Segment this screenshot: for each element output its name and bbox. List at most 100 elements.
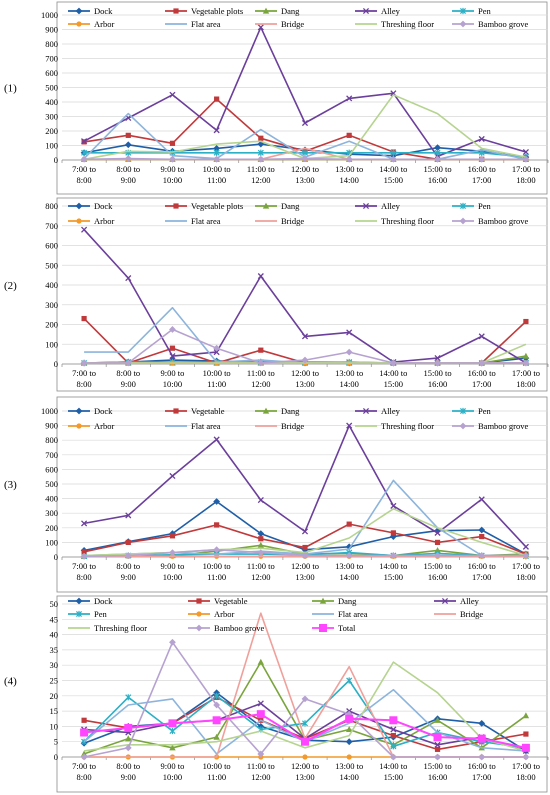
legend-marker bbox=[196, 598, 202, 604]
legend-marker bbox=[76, 21, 82, 27]
data-point bbox=[389, 359, 397, 367]
y-tick-label: 100 bbox=[45, 141, 58, 151]
legend-marker bbox=[75, 202, 83, 210]
data-point bbox=[257, 155, 265, 163]
data-point bbox=[390, 502, 397, 509]
data-point bbox=[346, 754, 352, 760]
data-point bbox=[301, 720, 309, 727]
x-tick-label: 13:00 to 14:00 bbox=[335, 761, 363, 782]
x-tick-label: 14:00 to 15:00 bbox=[379, 761, 407, 782]
legend-label: Flat area bbox=[191, 216, 221, 226]
y-tick-label: 1000 bbox=[41, 406, 58, 416]
data-point bbox=[434, 741, 441, 748]
x-tick-label: 9:00 to 10:00 bbox=[161, 368, 185, 389]
legend-label: Bamboo grove bbox=[214, 623, 265, 633]
data-point bbox=[257, 750, 265, 758]
data-point bbox=[124, 155, 132, 162]
legend-marker bbox=[76, 423, 82, 429]
data-point bbox=[257, 359, 265, 367]
legend-label: Threshing floor bbox=[381, 216, 434, 226]
data-point bbox=[301, 552, 309, 559]
data-point bbox=[346, 95, 353, 102]
x-tick-label: 9:00 to 10:00 bbox=[161, 761, 185, 782]
data-point bbox=[124, 723, 133, 732]
data-point bbox=[434, 746, 441, 752]
legend-label: Vegetable bbox=[214, 596, 248, 606]
data-point bbox=[389, 716, 398, 725]
chart-panel-3: (3) 0 100 200 300 400 500 600 700 800 900 1000 7:00 … bbox=[4, 396, 549, 593]
data-point bbox=[478, 719, 486, 727]
data-point bbox=[213, 733, 220, 740]
legend-label: Arbor bbox=[94, 421, 114, 431]
data-point bbox=[522, 352, 530, 359]
x-tick-label: 16:00 to 17:00 bbox=[468, 164, 496, 185]
data-point bbox=[213, 145, 221, 152]
data-point bbox=[522, 155, 530, 163]
x-tick-label: 13:00 to 14:00 bbox=[335, 368, 363, 389]
data-point bbox=[256, 710, 265, 719]
data-point bbox=[169, 353, 176, 360]
data-point bbox=[389, 552, 397, 559]
data-point bbox=[389, 155, 397, 163]
data-point bbox=[522, 359, 530, 367]
data-point bbox=[80, 728, 89, 737]
data-point bbox=[478, 135, 485, 143]
data-point bbox=[523, 731, 529, 737]
data-point bbox=[258, 536, 264, 542]
data-point bbox=[257, 700, 264, 707]
data-point bbox=[345, 738, 353, 746]
legend-marker bbox=[173, 8, 179, 14]
x-tick-label: 15:00 to 16:00 bbox=[423, 761, 451, 782]
legend-label: Flat area bbox=[191, 19, 221, 29]
data-point bbox=[125, 694, 132, 701]
y-tick-label: 200 bbox=[45, 126, 58, 136]
legend-label: Bridge bbox=[281, 216, 304, 226]
legend-entry-bamboo-grove: Bamboo grove bbox=[452, 216, 529, 226]
legend-marker bbox=[262, 407, 270, 414]
x-tick-label: 11:00 to 12:00 bbox=[247, 164, 275, 185]
data-point bbox=[81, 549, 87, 555]
data-point bbox=[257, 549, 265, 557]
y-tick-label: 30 bbox=[50, 660, 59, 670]
y-tick-label: 10 bbox=[50, 721, 59, 731]
legend-entry-bridge: Bridge bbox=[434, 609, 483, 619]
data-point bbox=[258, 135, 264, 141]
legend-entry-threshing-floor: Threshing floor bbox=[355, 421, 434, 431]
legend-marker bbox=[459, 422, 467, 430]
data-point bbox=[168, 719, 177, 728]
legend-label: Pen bbox=[94, 609, 108, 619]
legend-label: Bridge bbox=[281, 19, 304, 29]
chart-frame bbox=[56, 595, 548, 793]
data-point bbox=[345, 155, 353, 163]
x-tick-label: 9:00 to 10:00 bbox=[161, 164, 185, 185]
y-tick-label: 0 bbox=[54, 552, 58, 562]
legend-label: Bamboo grove bbox=[478, 421, 529, 431]
legend-entry-dang: Dang bbox=[255, 201, 300, 211]
legend-entry-pen: Pen bbox=[68, 609, 108, 619]
legend-entry-bamboo-grove: Bamboo grove bbox=[452, 421, 529, 431]
data-point bbox=[124, 744, 132, 752]
data-point bbox=[81, 315, 87, 322]
chart-frame bbox=[56, 1, 548, 195]
legend-label: Vegetable plots bbox=[191, 6, 243, 16]
x-tick-label: 14:00 to 15:00 bbox=[379, 368, 407, 389]
legend-marker bbox=[173, 408, 179, 414]
data-point bbox=[434, 359, 441, 367]
legend-entry-dock: Dock bbox=[68, 6, 113, 16]
x-tick-label: 15:00 to 16:00 bbox=[423, 164, 451, 185]
y-tick-label: 45 bbox=[50, 614, 59, 624]
data-point bbox=[434, 539, 441, 545]
legend-marker bbox=[76, 218, 82, 224]
legend-label: Alley bbox=[381, 406, 401, 416]
x-tick-label: 10:00 to 11:00 bbox=[203, 368, 231, 389]
y-tick-label: 900 bbox=[45, 25, 58, 35]
data-point bbox=[390, 726, 397, 733]
legend-entry-alley: Alley bbox=[434, 596, 480, 606]
legend-entry-pen: Pen bbox=[452, 6, 492, 16]
data-point bbox=[257, 140, 265, 148]
data-point bbox=[345, 552, 353, 559]
data-point bbox=[169, 533, 176, 539]
legend-entry-vegetable-plots: Vegetable plots bbox=[165, 6, 243, 16]
x-tick-label: 17:00 to 18:00 bbox=[512, 368, 540, 389]
legend-entry-dock: Dock bbox=[68, 201, 113, 211]
